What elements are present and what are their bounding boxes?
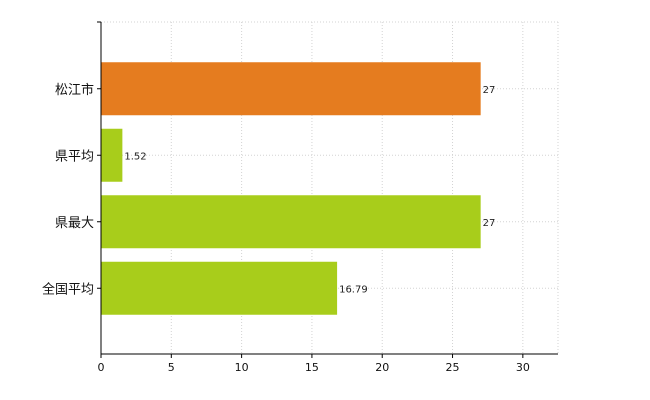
x-tick-label-1: 5 xyxy=(168,361,175,374)
x-tick-label-4: 20 xyxy=(375,361,389,374)
y-tick-label-1: 県平均 xyxy=(55,149,94,164)
x-tick-label-5: 25 xyxy=(446,361,460,374)
data-label-2: 27 xyxy=(483,218,496,229)
x-tick-label-0: 0 xyxy=(98,361,105,374)
data-label-0: 27 xyxy=(483,85,496,96)
y-tick-label-2: 県最大 xyxy=(55,216,94,231)
bar-1 xyxy=(101,128,123,182)
bars xyxy=(101,62,481,315)
x-tick-label-6: 30 xyxy=(516,361,530,374)
bar-3 xyxy=(101,261,338,315)
data-label-1: 1.52 xyxy=(124,151,146,162)
x-tick-label-3: 15 xyxy=(305,361,319,374)
y-tick-label-0: 松江市 xyxy=(55,82,94,98)
x-tick-label-2: 10 xyxy=(235,361,249,374)
bar-0 xyxy=(101,62,481,116)
bar-2 xyxy=(101,195,481,249)
y-tick-label-3: 全国平均 xyxy=(42,281,94,297)
data-labels: 27 1.52 27 16.79 xyxy=(124,85,495,296)
data-label-3: 16.79 xyxy=(339,284,368,295)
